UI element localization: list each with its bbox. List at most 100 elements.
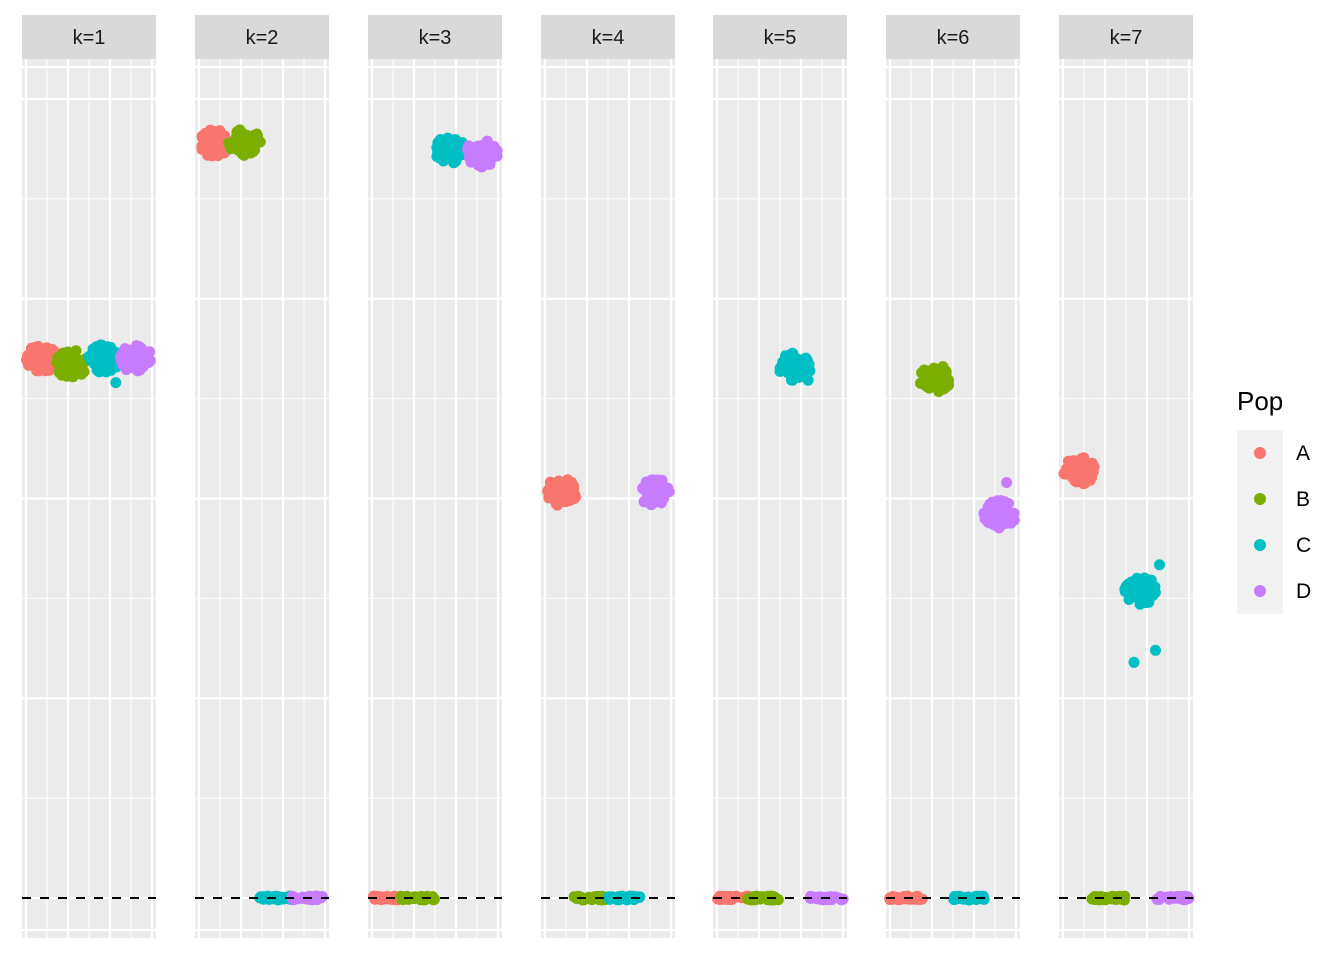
points-group xyxy=(368,132,503,906)
points-group xyxy=(542,474,675,906)
data-point-C xyxy=(787,347,798,359)
data-point-D xyxy=(471,146,483,158)
legend-entry-B: B xyxy=(1237,476,1310,522)
data-point-C xyxy=(274,892,286,904)
data-point-B xyxy=(588,892,600,904)
points-group xyxy=(196,124,328,906)
facet-strip xyxy=(886,15,1020,59)
data-point-B xyxy=(1100,894,1112,905)
data-point-D xyxy=(144,346,155,358)
data-point-D xyxy=(309,891,321,903)
facet-strip xyxy=(1059,15,1193,59)
data-point-A xyxy=(550,498,562,510)
data-point-D xyxy=(638,496,650,508)
legend-title: Pop xyxy=(1237,386,1283,416)
facet-strip-label: k=4 xyxy=(592,27,625,49)
data-point-C xyxy=(1145,583,1157,595)
data-point-B xyxy=(571,893,583,905)
data-point-D xyxy=(137,361,149,373)
data-point-C xyxy=(775,362,787,373)
data-point-A xyxy=(206,150,218,162)
data-point-A xyxy=(1064,467,1076,479)
legend-entry-C: C xyxy=(1237,522,1311,568)
legend-label: A xyxy=(1296,442,1310,465)
facet-panel-7: k=7 xyxy=(1058,15,1195,938)
data-point-A xyxy=(896,892,908,904)
data-point-A xyxy=(726,894,738,905)
data-point-B xyxy=(408,893,420,905)
outlier-point-C xyxy=(1154,559,1165,571)
facet-strip-label: k=3 xyxy=(419,27,452,49)
facet-panel-3: k=3 xyxy=(368,15,503,938)
facet-strip-label: k=7 xyxy=(1110,27,1143,49)
data-point-C xyxy=(450,155,462,167)
data-point-A xyxy=(566,488,578,500)
facet-panel-4: k=4 xyxy=(541,15,675,938)
data-point-B xyxy=(745,893,757,905)
facet-panel-6: k=6 xyxy=(884,15,1020,938)
data-point-C xyxy=(440,137,452,149)
facet-strip xyxy=(713,15,847,59)
data-point-C xyxy=(611,894,623,906)
data-point-C xyxy=(454,137,466,149)
data-point-D xyxy=(116,348,128,360)
data-point-D xyxy=(1003,498,1015,509)
data-point-B xyxy=(427,893,439,905)
outlier-point-C xyxy=(1128,656,1140,668)
data-point-A xyxy=(1084,474,1096,486)
facet-strip-label: k=2 xyxy=(246,27,279,49)
data-point-D xyxy=(813,892,825,904)
data-point-A xyxy=(1067,455,1079,467)
data-point-D xyxy=(1177,894,1189,905)
data-point-B xyxy=(58,352,70,364)
legend-label: D xyxy=(1296,580,1311,603)
data-point-C xyxy=(1134,591,1146,603)
facet-panel-2: k=2 xyxy=(195,15,329,938)
facet-strip xyxy=(541,15,675,59)
data-point-C xyxy=(1123,579,1135,590)
legend-label: B xyxy=(1296,488,1310,511)
data-point-A xyxy=(43,356,55,368)
data-point-D xyxy=(655,497,667,509)
outlier-point-D xyxy=(1001,477,1013,488)
outlier-point-C xyxy=(802,374,814,386)
facet-strip-label: k=6 xyxy=(937,27,970,49)
data-point-A xyxy=(31,365,43,377)
facet-panel-1: k=1 xyxy=(21,15,156,938)
data-point-D xyxy=(462,142,474,154)
data-point-B xyxy=(1090,891,1102,902)
data-point-C xyxy=(87,351,99,363)
data-point-D xyxy=(986,496,998,508)
points-group xyxy=(21,339,156,389)
data-point-B xyxy=(249,144,261,156)
data-point-A xyxy=(1088,461,1100,473)
data-point-A xyxy=(200,133,212,145)
data-point-D xyxy=(288,893,300,905)
facet-strip xyxy=(22,15,156,59)
legend-key-A xyxy=(1254,447,1266,459)
data-point-D xyxy=(647,496,659,508)
data-point-B xyxy=(232,144,244,156)
facet-panel-5: k=5 xyxy=(712,15,849,938)
data-point-D xyxy=(480,140,492,152)
data-point-B xyxy=(923,371,935,383)
data-point-C xyxy=(100,345,112,357)
legend-entry-D: D xyxy=(1237,568,1311,614)
data-point-A xyxy=(1077,466,1089,478)
facet-strip xyxy=(195,15,329,59)
data-point-C xyxy=(787,363,799,375)
data-point-D xyxy=(480,149,492,160)
data-point-C xyxy=(448,146,459,158)
data-point-C xyxy=(788,372,800,384)
data-point-D xyxy=(1151,893,1163,905)
facet-strip xyxy=(368,15,502,59)
data-point-A xyxy=(715,891,726,903)
data-point-A xyxy=(556,488,568,500)
data-point-D xyxy=(658,484,670,496)
data-point-B xyxy=(395,890,407,902)
data-point-D xyxy=(994,513,1006,525)
data-point-C xyxy=(804,365,816,377)
data-point-D xyxy=(135,343,147,355)
